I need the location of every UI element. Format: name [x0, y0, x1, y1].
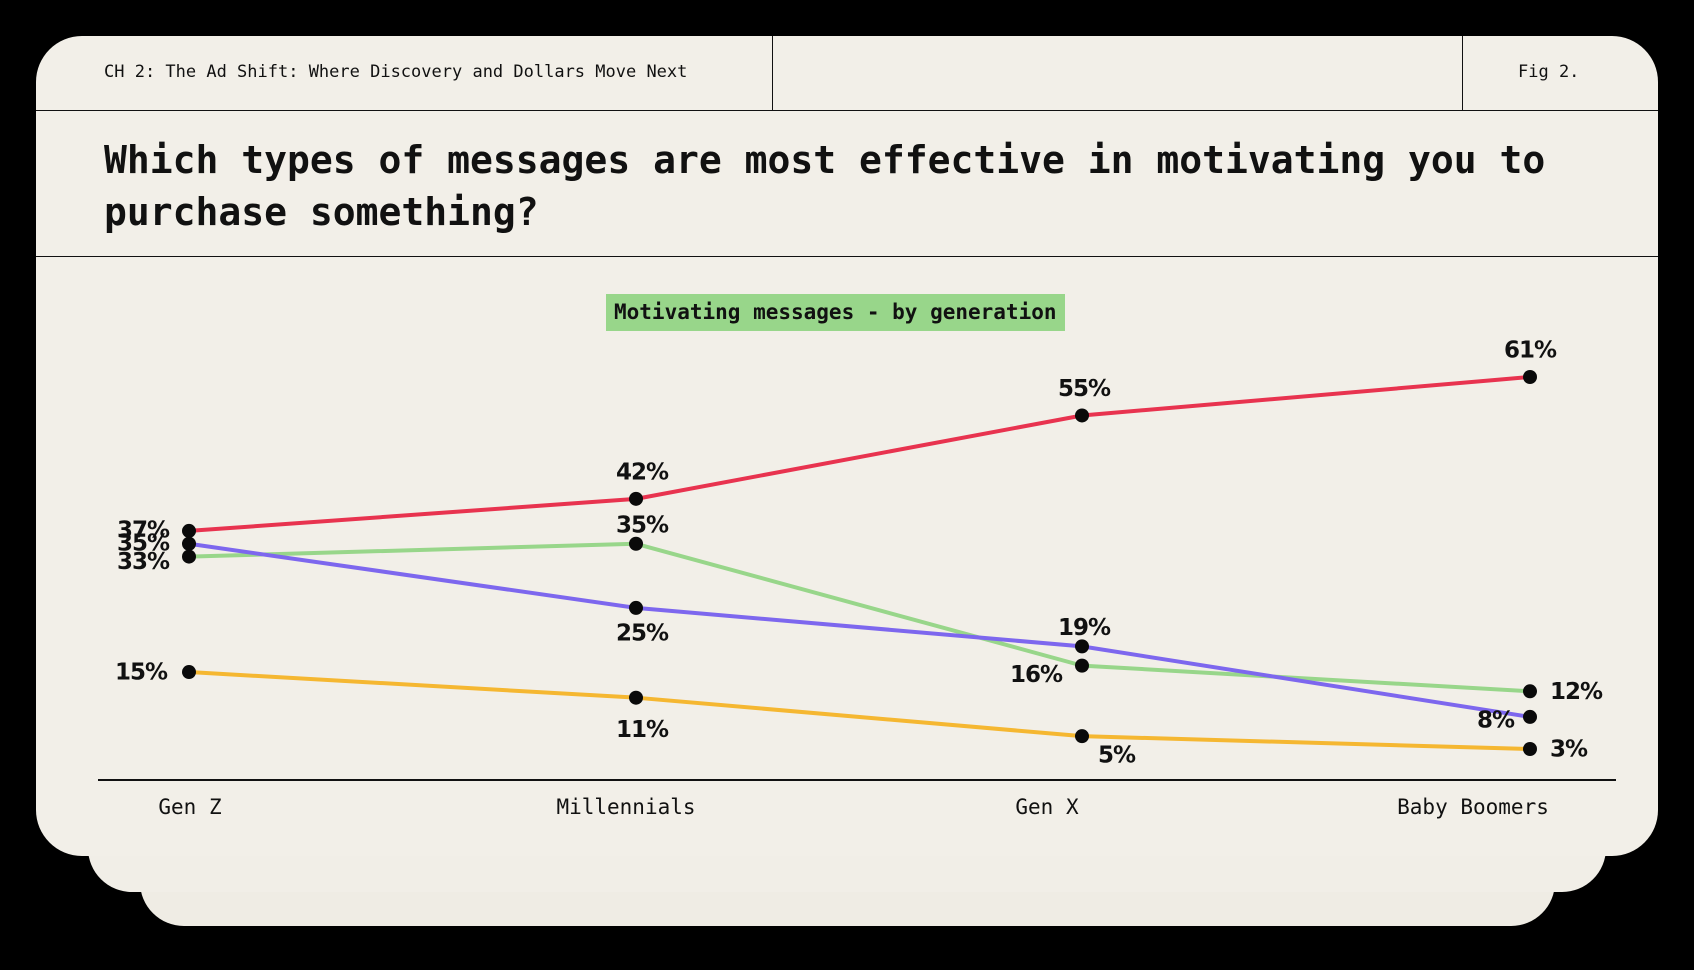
data-label-s3-2: 25% — [616, 620, 669, 646]
data-point-s4-1 — [182, 665, 196, 680]
data-label-s4-4: 3% — [1550, 737, 1588, 763]
series-line-1 — [188, 375, 1531, 533]
data-point-s3-1 — [182, 536, 196, 551]
card-header: CH 2: The Ad Shift: Where Discovery and … — [36, 36, 1658, 111]
data-label-s1-3: 55% — [1058, 376, 1111, 402]
data-label-s2-2: 35% — [616, 512, 669, 538]
x-tick-label-2: Millennials — [556, 795, 695, 819]
data-point-s2-2 — [629, 536, 643, 551]
chart-title-badge: Motivating messages - by generation — [606, 294, 1065, 331]
data-label-s2-1: 33% — [117, 549, 170, 575]
data-point-s3-3 — [1075, 639, 1089, 654]
data-label-s2-4: 12% — [1550, 679, 1603, 705]
chapter-title: CH 2: The Ad Shift: Where Discovery and … — [104, 62, 688, 82]
data-label-s1-4: 61% — [1504, 338, 1557, 364]
series-line-3 — [188, 541, 1531, 719]
figure-number: Fig 2. — [1518, 62, 1580, 82]
header-divider-right — [1462, 36, 1463, 110]
series-line-4 — [188, 670, 1531, 751]
data-label-s4-1: 15% — [115, 660, 168, 686]
x-tick-label-1: Gen Z — [158, 795, 221, 819]
data-label-s1-1: 37% — [117, 517, 170, 543]
data-point-s4-4 — [1523, 742, 1537, 756]
data-point-s4-3 — [1075, 729, 1089, 744]
data-label-s4-2: 11% — [616, 717, 669, 743]
data-point-s3-2 — [629, 600, 643, 615]
data-point-s1-2 — [629, 491, 643, 506]
data-label-s2-3: 16% — [1010, 662, 1063, 688]
header-divider-left — [772, 36, 773, 110]
question-heading: Which types of messages are most effecti… — [104, 138, 1546, 234]
data-label-s3-1: 35% — [117, 530, 170, 556]
data-label-s4-3: 5% — [1098, 743, 1136, 769]
x-tick-label-3: Gen X — [1015, 795, 1079, 819]
data-point-s1-1 — [182, 523, 196, 538]
figure-card: CH 2: The Ad Shift: Where Discovery and … — [36, 36, 1658, 856]
data-point-s1-4 — [1523, 370, 1537, 384]
data-label-s1-2: 42% — [616, 459, 669, 485]
x-tick-label-4: Baby Boomers — [1397, 795, 1549, 819]
data-point-s2-1 — [182, 549, 196, 564]
line-chart: 37%42%55%61%33%35%16%12%35%25% 19%8%15%11… — [98, 338, 1616, 819]
series-line-2 — [188, 541, 1531, 694]
title-divider — [36, 256, 1658, 257]
data-label-s3-3: 19% — [1058, 615, 1111, 641]
data-point-s1-3 — [1075, 408, 1089, 423]
data-label-s3-4: 8% — [1477, 707, 1515, 733]
data-point-s2-3 — [1075, 658, 1089, 673]
data-point-s2-4 — [1523, 684, 1537, 699]
data-point-s4-2 — [629, 690, 643, 705]
data-point-s3-4 — [1523, 709, 1537, 724]
